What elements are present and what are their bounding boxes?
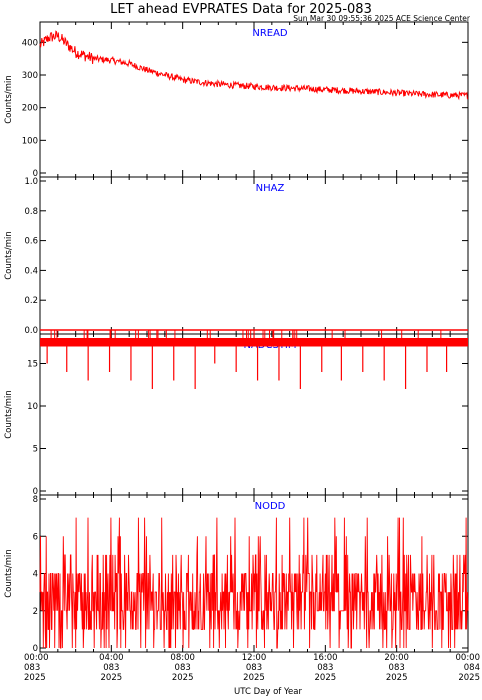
- y-tick-label: 5: [33, 445, 38, 455]
- x-tick-doy: 083: [389, 663, 405, 673]
- y-tick-label: 400: [22, 38, 38, 48]
- series-band: [40, 338, 468, 347]
- panel-nhaz: 0.0 0.2 0.4 0.6 0.8 1.0 Counts/min NHAZ: [4, 176, 469, 336]
- x-tick-time: 16:00: [313, 653, 338, 663]
- y-tick-label: 200: [22, 104, 38, 114]
- panel-frame: [39, 21, 469, 178]
- y-axis-label: Counts/min: [4, 231, 14, 280]
- x-tick-year: 2025: [315, 673, 337, 683]
- y-tick-label: 2: [33, 607, 38, 617]
- x-tick-year: 2025: [24, 673, 46, 683]
- y-axis-label: Counts/min: [4, 390, 14, 439]
- x-tick-time: 08:00: [170, 653, 195, 663]
- x-tick-year: 2025: [101, 673, 123, 683]
- x-tick-year: 2025: [172, 673, 194, 683]
- x-tick-time: 12:00: [242, 653, 267, 663]
- panel-nread: 0 100 200 300 400 Counts/min NREAD: [4, 21, 469, 179]
- y-tick-label: 0: [33, 487, 38, 497]
- y-tick-label: 0: [33, 169, 38, 179]
- y-tick-label: 4: [33, 570, 38, 580]
- y-tick-label: 0.0: [24, 326, 38, 336]
- x-tick-doy: 083: [317, 663, 333, 673]
- panel-label: NREAD: [252, 28, 288, 39]
- x-tick-time: 20:00: [384, 653, 409, 663]
- x-tick-year: 2025: [458, 673, 480, 683]
- x-tick-time: 00:00: [456, 653, 481, 663]
- x-tick-doy: 083: [103, 663, 119, 673]
- panel-frame: [39, 176, 469, 335]
- panel-label: NODD: [255, 501, 286, 512]
- y-tick-label: 0.4: [24, 266, 38, 276]
- chart-title: LET ahead EVPRATES Data for 2025-083: [110, 2, 372, 17]
- y-tick-label: 0.2: [24, 296, 38, 306]
- panel-frame: [39, 333, 469, 496]
- panel-label: NHAZ: [256, 183, 285, 194]
- x-tick-doy: 083: [246, 663, 262, 673]
- x-tick-doy: 083: [24, 663, 40, 673]
- panel-nodd: 0 2 4 6 8 Counts/min NODD: [4, 494, 469, 654]
- y-axis-label: Counts/min: [4, 549, 14, 598]
- x-tick-year: 2025: [243, 673, 265, 683]
- y-tick-label: 0: [33, 644, 38, 654]
- generated-timestamp: Sun Mar 30 09:55:36 2025 ACE Science Cen…: [293, 14, 471, 23]
- y-tick-label: 10: [27, 402, 38, 412]
- x-tick-doy: 084: [464, 663, 480, 673]
- y-tick-label: 8: [33, 495, 38, 505]
- series-line: [39, 30, 468, 101]
- y-tick-label: 0.8: [24, 207, 38, 217]
- y-tick-label: 0.6: [24, 237, 38, 247]
- x-tick-time: 04:00: [99, 653, 124, 663]
- x-tick-doy: 083: [175, 663, 191, 673]
- x-axis-label: UTC Day of Year: [234, 687, 302, 697]
- y-tick-label: 100: [22, 136, 38, 146]
- series-line: [39, 517, 469, 649]
- x-tick-year: 2025: [386, 673, 408, 683]
- y-tick-label: 15: [27, 360, 38, 370]
- y-tick-label: 300: [22, 71, 38, 81]
- y-axis-label: Counts/min: [4, 75, 14, 124]
- y-tick-label: 1.0: [24, 177, 38, 187]
- y-tick-label: 6: [33, 532, 38, 542]
- x-tick-time: 00:00: [24, 653, 49, 663]
